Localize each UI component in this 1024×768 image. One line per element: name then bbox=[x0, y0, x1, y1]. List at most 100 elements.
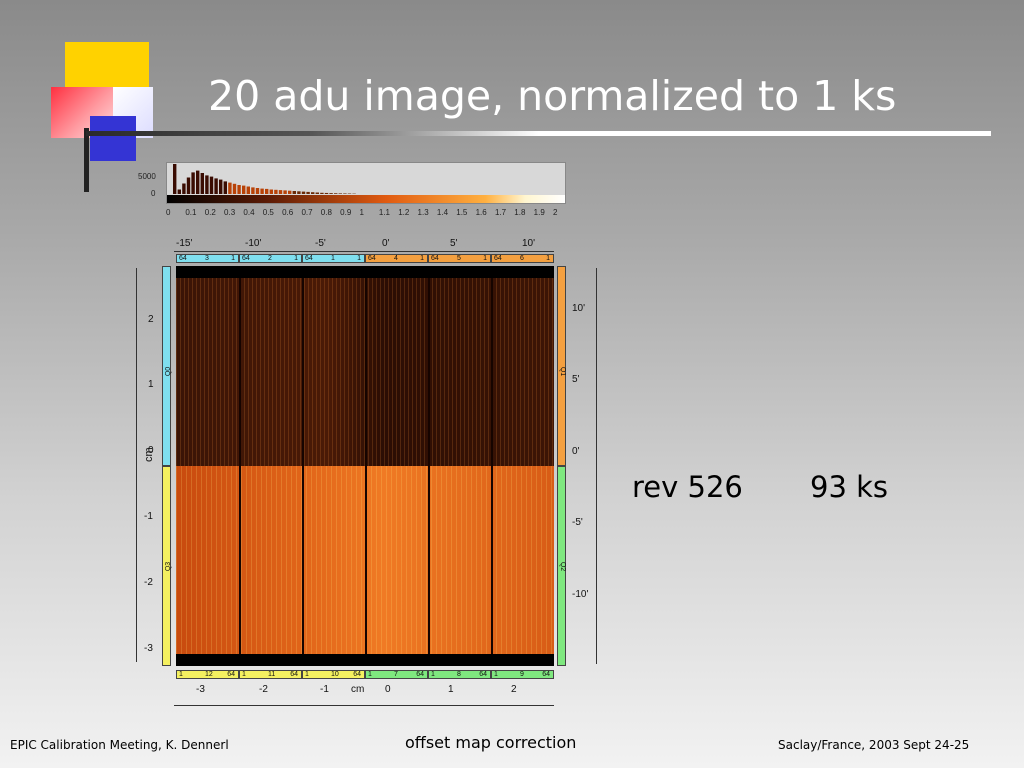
top-axis-tick-label: 5' bbox=[450, 238, 458, 249]
histogram-bar bbox=[182, 183, 186, 194]
hist-ytick-0: 0 bbox=[151, 189, 156, 198]
ccd-band-edge-left: 1 bbox=[368, 671, 372, 678]
ccd-band-edge-right: 64 bbox=[416, 671, 424, 678]
ccd-band-edge-left: 64 bbox=[305, 255, 313, 262]
histogram-bar bbox=[329, 193, 333, 194]
histogram-bar bbox=[173, 164, 177, 194]
bottom-axis-tick-label: -3 bbox=[196, 684, 205, 695]
ccd-band-edge-right: 1 bbox=[546, 255, 550, 262]
right-axis-tick-label: 0' bbox=[572, 446, 580, 457]
ccd-band-label: 2 bbox=[268, 255, 272, 262]
ccd-band-edge-right: 64 bbox=[227, 671, 235, 678]
histogram-x-tick: 0.6 bbox=[282, 208, 294, 217]
histogram-bar bbox=[311, 192, 315, 194]
histogram bbox=[166, 162, 566, 204]
bottom-axis-tick-label: -1 bbox=[320, 684, 329, 695]
ccd-band: 1 10 64 bbox=[302, 670, 365, 679]
right-axis-tick-label: 10' bbox=[572, 303, 586, 314]
histogram-x-tick: 0 bbox=[166, 208, 171, 217]
ccd-band-label: 10 bbox=[331, 671, 339, 678]
histogram-x-tick: 1.9 bbox=[533, 208, 545, 217]
histogram-bar bbox=[301, 191, 306, 194]
ccd-band-edge-right: 64 bbox=[353, 671, 361, 678]
ccd-band-edge-left: 64 bbox=[494, 255, 502, 262]
left-axis-tick-label: 1 bbox=[148, 379, 154, 390]
histogram-bar bbox=[343, 193, 347, 194]
histogram-bar bbox=[228, 182, 232, 194]
histogram-x-tick: 1.5 bbox=[456, 208, 468, 217]
histogram-bar bbox=[278, 190, 283, 194]
bottom-axis-line bbox=[174, 705, 554, 706]
ccd-band-edge-left: 1 bbox=[431, 671, 435, 678]
left-band-q3-label: Q3 bbox=[165, 561, 173, 572]
histogram-bar bbox=[209, 176, 214, 194]
left-axis-tick-label: -1 bbox=[144, 511, 153, 522]
ccd-band-label: 8 bbox=[457, 671, 461, 678]
footer-center: offset map correction bbox=[405, 733, 577, 752]
ccd-band: 64 5 1 bbox=[428, 254, 491, 263]
histogram-x-tick: 0.7 bbox=[301, 208, 313, 217]
histogram-bar bbox=[251, 187, 255, 194]
ccd-band-edge-right: 1 bbox=[483, 255, 487, 262]
ccd-band: 64 4 1 bbox=[365, 254, 428, 263]
ccd-band-label: 3 bbox=[205, 255, 209, 262]
ccd-band: 64 3 1 bbox=[176, 254, 239, 263]
histogram-bar bbox=[214, 178, 218, 194]
bottom-axis-unit: cm bbox=[351, 684, 365, 695]
histogram-x-tick: 1.1 bbox=[378, 208, 390, 217]
histogram-x-tick: 2 bbox=[553, 208, 558, 217]
top-axis-tick-label: 10' bbox=[522, 238, 536, 249]
top-axis-tick-label: -10' bbox=[245, 238, 262, 249]
right-band-q1 bbox=[557, 266, 566, 466]
logo-blue-block bbox=[90, 116, 136, 161]
histogram-bars bbox=[173, 164, 356, 194]
hist-ytick-5000: 5000 bbox=[138, 172, 156, 181]
histogram-bar bbox=[283, 190, 287, 194]
bottom-axis-tick-label: 1 bbox=[448, 684, 454, 695]
histogram-bar bbox=[334, 193, 338, 194]
ccd-band-label: 12 bbox=[205, 671, 213, 678]
ccd-band-edge-right: 64 bbox=[542, 671, 550, 678]
histogram-bar bbox=[297, 191, 301, 194]
ccd-band-label: 9 bbox=[520, 671, 524, 678]
left-axis-tick-label: 0 bbox=[148, 445, 154, 456]
histogram-x-tick: 1 bbox=[359, 208, 364, 217]
histogram-x-tick: 1.4 bbox=[436, 208, 449, 217]
histogram-bar bbox=[324, 192, 329, 194]
footer-left: EPIC Calibration Meeting, K. Dennerl bbox=[10, 738, 229, 752]
histogram-x-tick: 0.2 bbox=[204, 208, 216, 217]
top-axis-tick-label: 0' bbox=[382, 238, 390, 249]
right-axis-tick-label: -10' bbox=[572, 589, 589, 600]
ccd-band-label: 1 bbox=[331, 255, 335, 262]
exposure-label: 93 ks bbox=[810, 470, 889, 504]
histogram-bar bbox=[246, 186, 250, 194]
ccd-band-edge-left: 1 bbox=[242, 671, 246, 678]
ccd-band: 1 9 64 bbox=[491, 670, 554, 679]
ccd-band-label: 7 bbox=[394, 671, 398, 678]
ccd-band-edge-left: 64 bbox=[179, 255, 187, 262]
top-axis-tick-label: -15' bbox=[176, 238, 193, 249]
histogram-x-tick: 0.3 bbox=[224, 208, 236, 217]
ccd-band-label: 6 bbox=[520, 255, 524, 262]
ccd-offset-map-image bbox=[176, 266, 554, 666]
histogram-bar bbox=[315, 192, 319, 194]
histogram-bar bbox=[306, 191, 310, 194]
histogram-bar bbox=[260, 188, 264, 194]
ccd-band-edge-left: 64 bbox=[431, 255, 439, 262]
revolution-label: rev 526 bbox=[632, 470, 743, 504]
top-axis-tick-label: -5' bbox=[315, 238, 326, 249]
histogram-x-tick: 1.8 bbox=[514, 208, 526, 217]
histogram-bar bbox=[237, 185, 241, 194]
histogram-plot bbox=[167, 164, 565, 203]
histogram-bar bbox=[265, 188, 269, 194]
ccd-band-edge-right: 64 bbox=[479, 671, 487, 678]
histogram-bar bbox=[288, 190, 292, 194]
ccd-band: 64 6 1 bbox=[491, 254, 554, 263]
histogram-x-tick: 1.6 bbox=[475, 208, 487, 217]
bottom-axis-tick-label: -2 bbox=[259, 684, 268, 695]
left-axis-tick-label: 2 bbox=[148, 314, 154, 325]
bottom-axis-tick-label: 2 bbox=[511, 684, 517, 695]
histogram-bar bbox=[223, 181, 227, 194]
footer-right: Saclay/France, 2003 Sept 24-25 bbox=[778, 738, 970, 752]
ccd-band-edge-right: 1 bbox=[357, 255, 361, 262]
